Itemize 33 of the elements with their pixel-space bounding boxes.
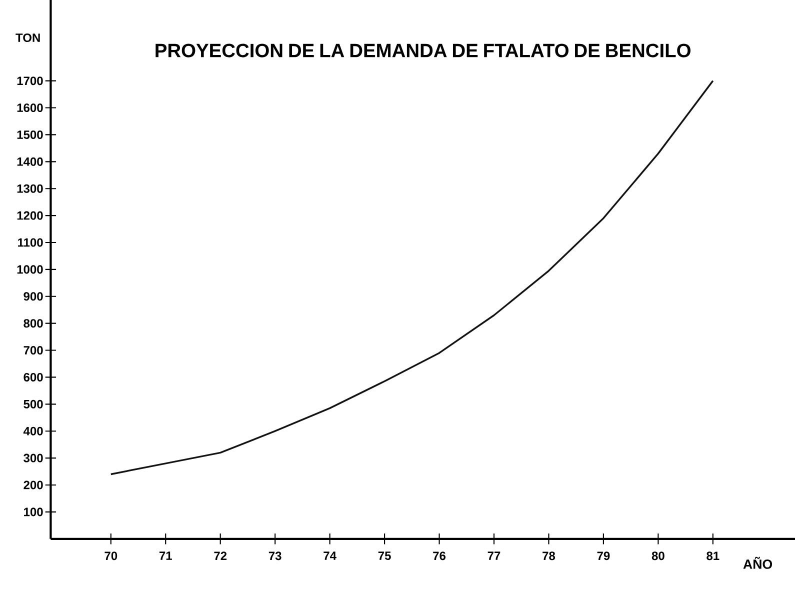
y-tick-label: 1400 <box>17 158 43 166</box>
y-tick-label: 1500 <box>17 130 43 140</box>
y-tick-label: 500 <box>24 400 43 409</box>
line-series <box>110 80 714 476</box>
y-tick-label: 600 <box>24 373 43 382</box>
y-tick-label: 700 <box>24 346 43 355</box>
x-tick-label: 76 <box>433 552 446 560</box>
x-tick-label: 78 <box>542 552 556 560</box>
y-tick-label: 200 <box>24 480 43 490</box>
x-tick-label: 72 <box>214 552 227 560</box>
y-tick-label: 900 <box>24 292 43 301</box>
y-tick-label: 100 <box>24 508 43 516</box>
x-tick-label: 70 <box>104 552 118 560</box>
y-tick-label: 400 <box>23 427 43 436</box>
x-tick-label: 77 <box>488 552 500 560</box>
y-tick-label: 800 <box>24 319 43 328</box>
x-tick-label: 73 <box>268 552 282 560</box>
text: PROYECCION DE LA DEMANDA DE FTALATO DE BENCILO <box>156 44 690 58</box>
x-tick-label: 74 <box>324 552 336 560</box>
x-tick-label: 79 <box>597 552 610 560</box>
x-tick-label: 71 <box>159 552 172 560</box>
y-tick-label: 300 <box>24 454 43 463</box>
y-tick-label: 1100 <box>18 238 43 247</box>
y-axis-title: TON <box>16 34 40 42</box>
y-tick-label: 1200 <box>17 211 43 220</box>
y-tick-label: 1600 <box>17 104 43 112</box>
y-tick-label: 1300 <box>17 184 43 194</box>
x-tick-label: 80 <box>652 552 664 560</box>
y-tick-label: 1700 <box>17 76 43 86</box>
x-axis-title: AÑO <box>743 557 772 570</box>
x-tick-label: 81 <box>706 552 720 560</box>
x-tick-label: 75 <box>378 552 391 560</box>
y-tick-label: 1000 <box>17 265 43 274</box>
